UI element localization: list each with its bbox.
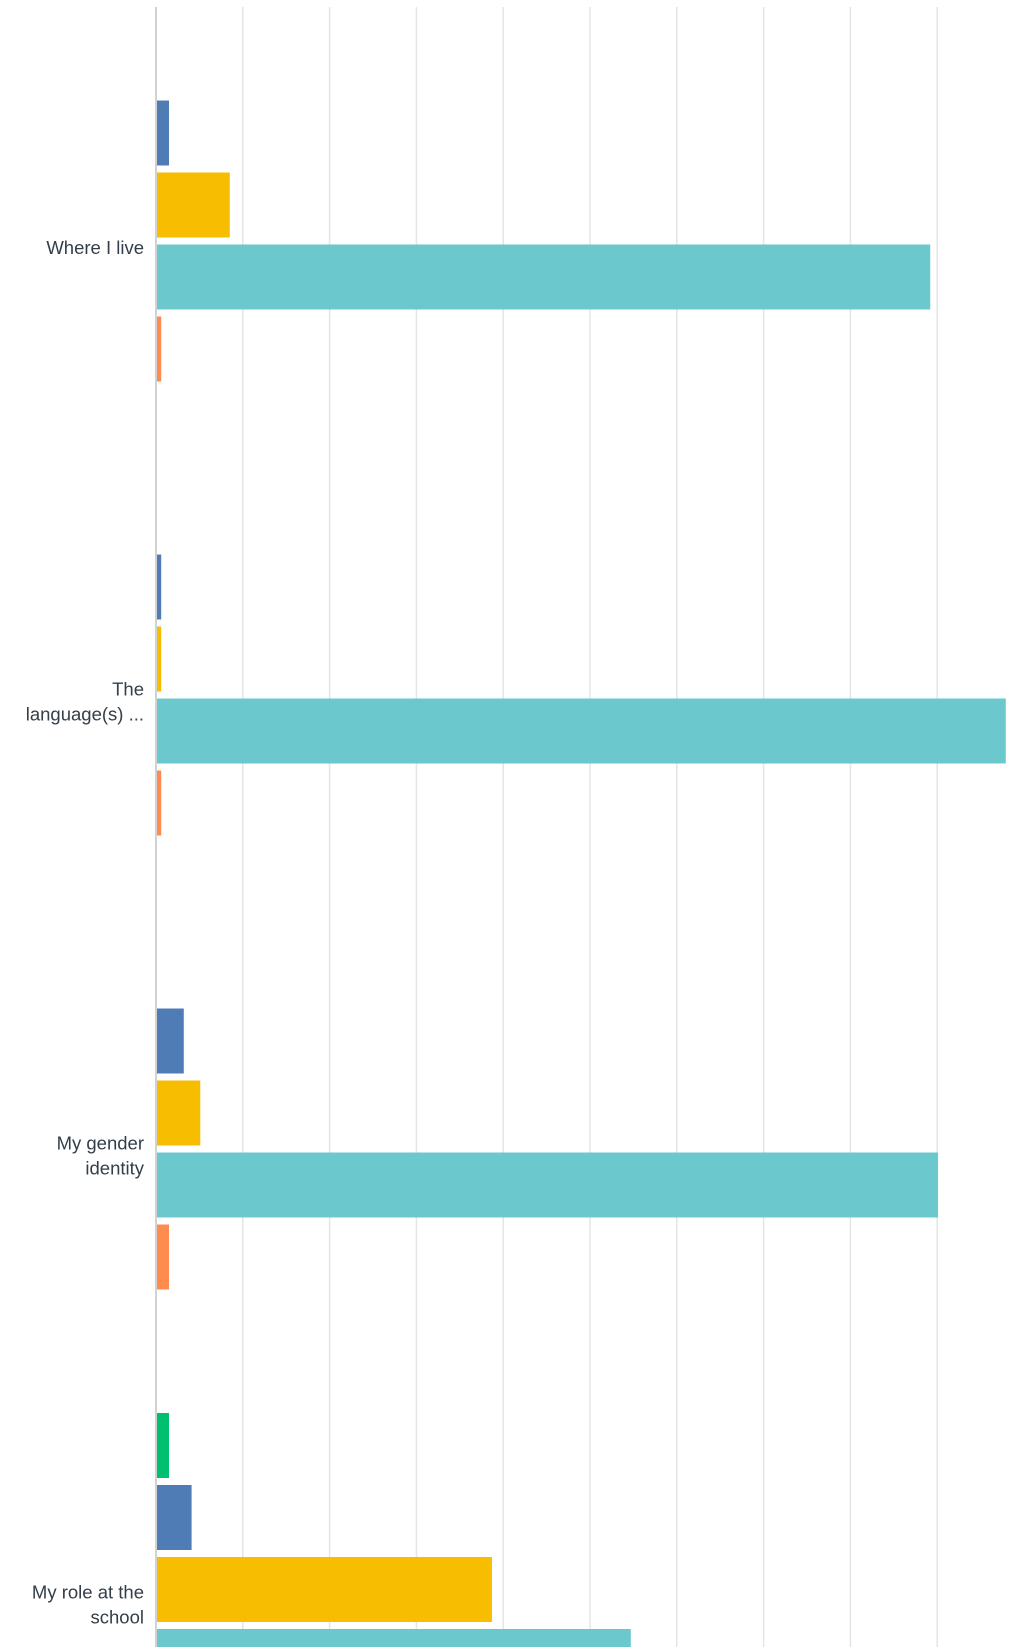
category-label: Where I live [46, 237, 144, 258]
bar-1-series-4[interactable] [156, 244, 931, 310]
bar-2-series-4[interactable] [156, 698, 1006, 764]
bar-2-series-5[interactable] [156, 770, 162, 836]
bar-2-series-2[interactable] [156, 554, 162, 620]
bar-4-series-4[interactable] [156, 1629, 631, 1652]
category-label: language(s) ... [26, 704, 144, 725]
category-label: My role at the [32, 1582, 144, 1603]
bar-1-series-3[interactable] [156, 172, 230, 238]
category-label: The [112, 679, 144, 700]
category-label: My gender [57, 1133, 144, 1154]
bar-3-series-3[interactable] [156, 1080, 201, 1146]
category-labels: Where I live The language(s) ... My gender i… [26, 237, 145, 1628]
category-label: school [91, 1607, 144, 1628]
bar-3-series-5[interactable] [156, 1224, 170, 1290]
bar-4-series-3[interactable] [156, 1557, 492, 1622]
bar-1-series-2[interactable] [156, 100, 170, 166]
category-label: identity [85, 1158, 144, 1179]
bar-2-series-3[interactable] [156, 626, 162, 692]
bar-4-series-2[interactable] [156, 1485, 192, 1550]
bar-3-series-2[interactable] [156, 1008, 184, 1074]
bar-4-series-1[interactable] [156, 1413, 170, 1478]
bar-3-series-4[interactable] [156, 1152, 939, 1218]
bar-1-series-5[interactable] [156, 316, 162, 382]
bars [156, 100, 1006, 1652]
